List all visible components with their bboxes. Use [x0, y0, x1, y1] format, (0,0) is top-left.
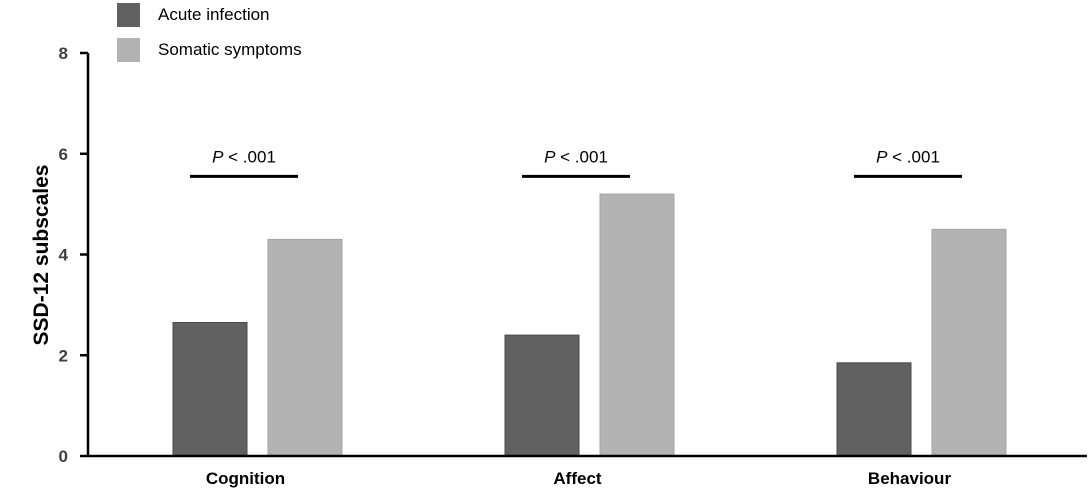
legend-swatch: [117, 38, 140, 62]
bar-somatic-symptoms-affect: [599, 193, 675, 457]
p-value-label: P < .001: [212, 147, 276, 166]
p-value-letter: P: [212, 147, 224, 166]
bar-somatic-symptoms-cognition: [267, 238, 343, 457]
y-tick-label: 0: [59, 447, 68, 466]
category-label: Behaviour: [868, 469, 952, 488]
x-axis-category-labels: Cognition Affect Behaviour: [206, 469, 952, 488]
significance-annotations: P < .001 P < .001 P < .001: [190, 147, 962, 178]
bar-somatic-symptoms-behaviour: [931, 228, 1007, 457]
legend-label: Acute infection: [158, 5, 270, 24]
y-tick-label: 2: [59, 346, 68, 365]
p-value-label: P < .001: [544, 147, 608, 166]
legend: Acute infection Somatic symptoms: [117, 3, 302, 62]
bars: [172, 193, 1007, 457]
bar-acute-infection-behaviour: [836, 362, 912, 457]
y-axis-title: SSD-12 subscales: [30, 165, 53, 346]
category-label: Affect: [553, 469, 602, 488]
p-value-text: < .001: [887, 147, 939, 166]
y-tick-label: 6: [59, 145, 68, 164]
p-value-letter: P: [876, 147, 888, 166]
bar-acute-infection-affect: [504, 334, 580, 457]
p-value-letter: P: [544, 147, 556, 166]
bar-acute-infection-cognition: [172, 322, 248, 457]
legend-swatch: [117, 3, 140, 27]
y-tick-label: 4: [59, 246, 69, 265]
legend-label: Somatic symptoms: [158, 40, 302, 59]
p-value-text: < .001: [555, 147, 607, 166]
y-axis-ticks: 0 2 4 6 8: [59, 44, 88, 466]
p-value-label: P < .001: [876, 147, 940, 166]
p-value-text: < .001: [223, 147, 275, 166]
category-label: Cognition: [206, 469, 285, 488]
y-tick-label: 8: [59, 44, 68, 63]
